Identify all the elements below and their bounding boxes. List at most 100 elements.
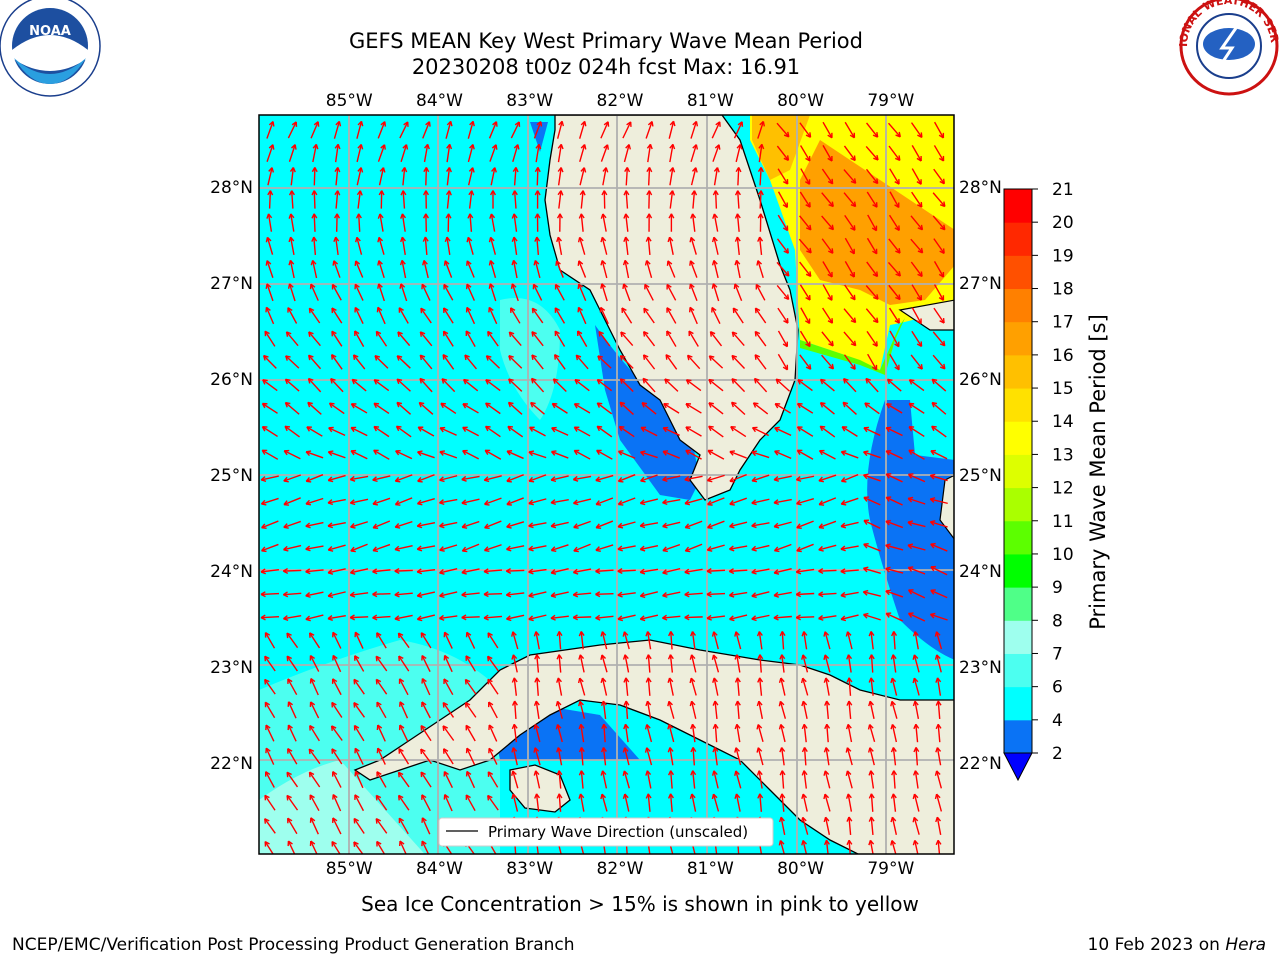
wave-arrow-head [422,817,427,822]
wave-arrow-head [618,480,624,483]
wave-arrow-head [712,677,715,683]
wave-arrow [802,677,809,696]
wave-arrow-head [268,167,273,172]
wave-arrow [707,544,725,551]
wave-arrow [751,591,770,597]
wave-arrow [932,215,946,231]
wave-arrow-head [550,614,556,619]
wave-arrow [731,331,745,347]
wave-arrow-head [420,308,423,314]
wave-arrow [283,614,302,620]
wave-arrow-head [572,591,578,596]
wave-arrow-head [667,260,673,265]
wave-arrow [847,724,853,743]
wave-arrow [373,426,390,438]
wave-arrow [776,122,790,138]
wave-arrow [821,215,834,231]
wave-arrow-head [707,479,713,483]
wave-arrow [714,747,718,766]
wave-arrow-head [512,770,517,775]
wave-arrow-head [421,283,427,288]
wave-arrow [596,379,613,392]
wave-arrow-head [472,144,475,150]
wave-arrow [647,793,651,812]
wave-arrow-head [328,479,334,483]
wave-arrow [889,168,900,185]
wave-arrow-head [328,450,334,453]
wave-arrow-head [805,366,811,370]
wave-arrow-head [887,378,893,382]
wave-arrow-head [260,499,266,505]
wave-arrow [488,724,498,742]
wave-arrow-head [894,204,900,209]
wave-arrow-head [734,260,738,266]
wave-arrow [662,521,681,528]
lat-tick-label: 25°N [210,466,253,486]
wave-arrow-head [778,701,782,707]
wave-arrow-head [511,631,514,637]
wave-arrow [350,592,369,596]
wave-arrow-head [757,793,761,799]
wave-arrow-head [846,654,850,660]
wave-arrow-head [684,523,690,529]
wave-arrow-head [850,366,856,370]
wave-arrow-head [853,155,856,161]
lat-tick-label: 26°N [210,370,253,390]
wave-arrow-head [510,283,514,289]
lon-tick-label: 84°W [416,91,463,111]
wave-arrow [417,591,436,597]
wave-arrow-head [556,236,559,243]
wave-arrow-head [759,654,764,660]
wave-arrow-head [773,522,779,528]
wave-arrow [335,236,339,256]
wave-arrow [266,237,274,255]
wave-arrow [714,190,718,209]
wave-arrow-head [395,426,400,432]
wave-arrow-head [915,723,920,729]
lon-tick-label: 79°W [867,859,914,879]
wave-arrow-head [841,450,847,453]
wave-arrow-head [757,213,762,219]
wave-arrow-head [644,283,650,288]
wave-arrow-head [684,502,691,506]
wave-arrow-head [556,631,560,637]
wave-arrow-head [796,550,802,553]
wave-arrow [803,747,807,766]
wave-arrow [885,612,903,622]
wave-arrow-head [729,618,735,622]
wave-arrow-head [623,283,628,288]
wave-arrow [508,331,522,347]
wave-arrow-head [713,793,718,799]
wave-arrow [528,474,547,482]
wave-arrow-head [511,700,516,706]
wave-arrow-head [528,522,534,527]
wave-arrow-head [885,450,890,456]
wave-arrow [487,632,499,649]
wave-arrow [399,701,409,719]
wave-arrow [550,521,569,528]
wave-arrow-head [266,236,272,242]
wave-arrow-head [573,546,578,552]
wave-arrow-head [264,679,267,685]
wave-arrow [822,284,833,301]
wave-arrow-head [759,677,764,683]
wave-arrow-head [623,770,629,775]
wave-arrow [796,497,815,505]
wave-arrow [600,307,609,325]
wave-arrow-head [394,594,400,598]
wave-arrow-head [782,204,788,209]
wave-arrow-head [531,354,534,361]
wave-arrow [689,283,698,302]
colorbar-tick-label: 16 [1052,346,1074,366]
wave-arrow [579,167,585,186]
wave-arrow [310,678,319,696]
wave-arrow-head [643,330,649,335]
wave-arrow-head [483,617,489,621]
wave-arrow [933,238,945,254]
wave-arrow [730,426,747,438]
wave-arrow [313,213,316,232]
wave-arrow-head [754,308,757,314]
wave-arrow-head [853,178,857,184]
wave-arrow [796,475,815,481]
wave-arrow-head [869,724,874,729]
